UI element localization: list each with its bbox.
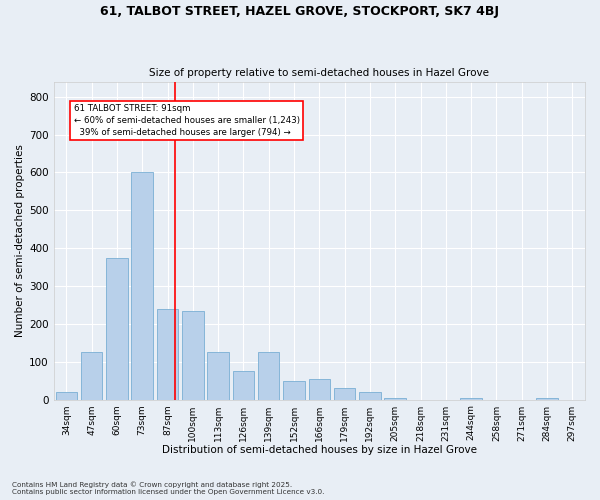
Bar xyxy=(385,398,406,400)
Text: 61 TALBOT STREET: 91sqm
← 60% of semi-detached houses are smaller (1,243)
  39% : 61 TALBOT STREET: 91sqm ← 60% of semi-de… xyxy=(74,104,300,137)
Bar xyxy=(56,392,77,400)
Text: 61, TALBOT STREET, HAZEL GROVE, STOCKPORT, SK7 4BJ: 61, TALBOT STREET, HAZEL GROVE, STOCKPOR… xyxy=(101,5,499,18)
Bar xyxy=(359,392,380,400)
Bar xyxy=(106,258,128,400)
Text: Contains HM Land Registry data © Crown copyright and database right 2025.
Contai: Contains HM Land Registry data © Crown c… xyxy=(12,482,325,495)
Bar xyxy=(258,352,280,400)
Bar xyxy=(157,308,178,400)
Y-axis label: Number of semi-detached properties: Number of semi-detached properties xyxy=(15,144,25,337)
Title: Size of property relative to semi-detached houses in Hazel Grove: Size of property relative to semi-detach… xyxy=(149,68,490,78)
Bar xyxy=(283,380,305,400)
Bar xyxy=(233,371,254,400)
Bar xyxy=(536,398,558,400)
X-axis label: Distribution of semi-detached houses by size in Hazel Grove: Distribution of semi-detached houses by … xyxy=(162,445,477,455)
Bar xyxy=(334,388,355,400)
Bar xyxy=(308,379,330,400)
Bar xyxy=(182,310,203,400)
Bar xyxy=(81,352,103,400)
Bar xyxy=(131,172,153,400)
Bar xyxy=(460,398,482,400)
Bar xyxy=(208,352,229,400)
